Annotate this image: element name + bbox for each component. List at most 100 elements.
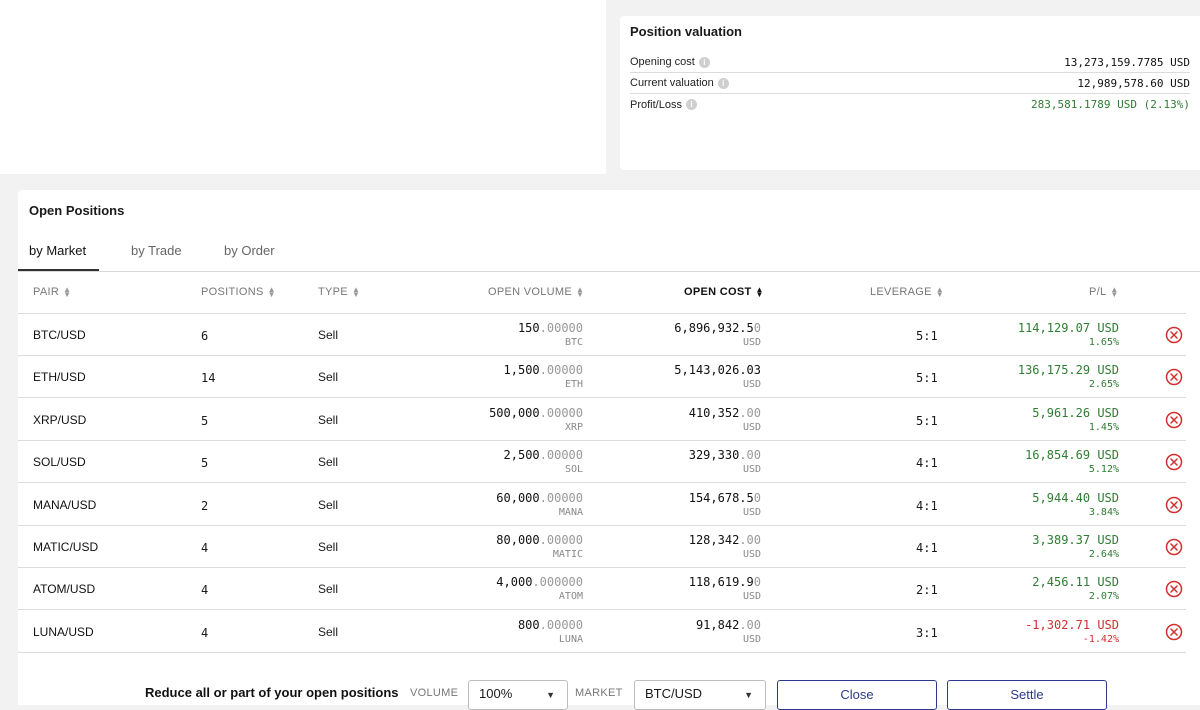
close-position-icon[interactable] bbox=[1165, 496, 1183, 514]
sort-icon: ▲ ▼ bbox=[576, 285, 585, 299]
positions-count-cell: 5 bbox=[201, 413, 209, 428]
info-icon[interactable]: i bbox=[717, 77, 729, 89]
open-cost-cell: 154,678.50 USD bbox=[689, 491, 761, 518]
sort-desc-icon: ▲ ▼ bbox=[755, 285, 764, 299]
type-cell: Sell bbox=[318, 455, 339, 470]
positions-count-cell: 2 bbox=[201, 498, 209, 513]
open-volume-cell: 4,000.000000 ATOM bbox=[496, 575, 583, 602]
pl-cell: 3,389.37 USD 2.64% bbox=[1032, 533, 1119, 560]
table-row: SOL/USD 5 Sell 2,500.00000 SOL 329,330.0… bbox=[18, 441, 1186, 484]
cost-integer: 329,330 bbox=[688, 448, 740, 463]
leverage-cell: 4:1 bbox=[916, 498, 938, 513]
cost-decimal: .00 bbox=[739, 448, 761, 463]
open-cost-cell: 5,143,026.03 USD bbox=[674, 363, 761, 390]
market-select[interactable]: BTC/USD ▼ bbox=[634, 680, 766, 710]
open-volume-cell: 60,000.00000 MANA bbox=[496, 491, 583, 518]
positions-count-cell: 6 bbox=[201, 329, 209, 343]
leverage-cell: 5:1 bbox=[916, 413, 938, 428]
close-position-icon[interactable] bbox=[1165, 453, 1183, 471]
tab-by-order[interactable]: by Order bbox=[224, 243, 275, 258]
type-cell: Sell bbox=[318, 582, 339, 597]
current-valuation-label: Current valuation bbox=[630, 77, 714, 89]
header-leverage[interactable]: LEVERAGE ▲ ▼ bbox=[870, 286, 944, 299]
pl-cell: 16,854.69 USD 5.12% bbox=[1025, 448, 1119, 475]
pl-percent: -1.42% bbox=[1082, 633, 1119, 645]
close-position-icon[interactable] bbox=[1165, 326, 1183, 344]
volume-unit: XRP bbox=[564, 421, 583, 433]
volume-integer: 800 bbox=[517, 617, 540, 632]
market-select-value: BTC/USD bbox=[645, 686, 703, 701]
cost-decimal: .00 bbox=[739, 617, 761, 632]
chevron-down-icon: ▼ bbox=[744, 690, 753, 700]
pair-cell: MATIC/USD bbox=[33, 540, 99, 554]
close-position-icon[interactable] bbox=[1165, 623, 1183, 641]
cost-integer: 410,352 bbox=[688, 405, 740, 420]
type-cell: Sell bbox=[318, 370, 339, 385]
header-pl[interactable]: P/L ▲ ▼ bbox=[1089, 286, 1119, 299]
header-open-volume[interactable]: OPEN VOLUME ▲ ▼ bbox=[488, 285, 585, 299]
cost-integer: 128,342 bbox=[688, 533, 740, 547]
close-position-icon[interactable] bbox=[1165, 538, 1183, 556]
cost-decimal: .00 bbox=[739, 405, 761, 420]
cost-unit: USD bbox=[742, 337, 761, 348]
volume-unit: ETH bbox=[564, 379, 583, 391]
settle-button[interactable]: Settle bbox=[947, 680, 1107, 710]
pl-cell: 5,961.26 USD 1.45% bbox=[1032, 406, 1119, 433]
pl-percent: 1.45% bbox=[1088, 421, 1119, 433]
pair-cell: SOL/USD bbox=[33, 455, 86, 470]
cost-decimal: .00 bbox=[739, 533, 761, 547]
cost-unit: USD bbox=[742, 464, 761, 476]
close-position-icon[interactable] bbox=[1165, 580, 1183, 598]
positions-count-cell: 4 bbox=[201, 583, 209, 598]
cost-decimal: 0 bbox=[753, 575, 761, 590]
open-volume-cell: 80,000.00000 MATIC bbox=[496, 533, 583, 560]
info-icon[interactable]: i bbox=[685, 99, 697, 110]
table-row: MANA/USD 2 Sell 60,000.00000 MANA 154,67… bbox=[18, 484, 1186, 526]
header-open-volume-label: OPEN VOLUME bbox=[488, 286, 572, 298]
cost-unit: USD bbox=[742, 549, 761, 560]
positions-count-cell: 4 bbox=[201, 541, 209, 555]
sort-icon: ▲ ▼ bbox=[63, 285, 72, 299]
volume-decimal: .00000 bbox=[539, 533, 583, 547]
pl-value: 5,961.26 USD bbox=[1032, 405, 1119, 420]
header-pair[interactable]: PAIR ▲ ▼ bbox=[33, 285, 72, 299]
header-open-cost[interactable]: OPEN COST ▲ ▼ bbox=[684, 285, 764, 299]
volume-decimal: .00000 bbox=[539, 448, 583, 463]
header-type[interactable]: TYPE ▲ ▼ bbox=[318, 286, 360, 299]
volume-unit: ATOM bbox=[558, 591, 583, 603]
close-position-icon[interactable] bbox=[1165, 368, 1183, 386]
current-valuation-value: 12,989,578.60 USD bbox=[1077, 76, 1190, 90]
open-volume-cell: 500,000.00000 XRP bbox=[489, 406, 583, 433]
volume-select[interactable]: 100% ▼ bbox=[468, 680, 568, 710]
opening-cost-value: 13,273,159.7785 USD bbox=[1064, 55, 1190, 69]
profit-loss-value: 283,581.1789 USD (2.13%) bbox=[1031, 98, 1190, 111]
valuation-title: Position valuation bbox=[630, 24, 742, 39]
cost-unit: USD bbox=[742, 633, 761, 645]
cost-unit: USD bbox=[742, 591, 761, 603]
cost-decimal: 0 bbox=[753, 321, 761, 335]
volume-unit: LUNA bbox=[558, 633, 583, 645]
open-cost-cell: 118,619.90 USD bbox=[689, 575, 761, 602]
close-position-icon[interactable] bbox=[1165, 411, 1183, 429]
header-positions[interactable]: POSITIONS ▲ ▼ bbox=[201, 286, 276, 299]
reduce-positions-text: Reduce all or part of your open position… bbox=[145, 685, 399, 700]
close-button[interactable]: Close bbox=[777, 680, 937, 710]
profit-loss-label: Profit/Loss bbox=[630, 98, 682, 111]
header-type-label: TYPE bbox=[318, 286, 348, 298]
leverage-cell: 3:1 bbox=[916, 625, 938, 640]
tab-by-trade[interactable]: by Trade bbox=[131, 243, 182, 258]
pl-value: 114,129.07 USD bbox=[1017, 321, 1119, 335]
volume-unit: MANA bbox=[558, 506, 583, 518]
pl-percent: 5.12% bbox=[1088, 464, 1119, 476]
positions-count-cell: 4 bbox=[201, 625, 209, 640]
table-row: ETH/USD 14 Sell 1,500.00000 ETH 5,143,02… bbox=[18, 356, 1186, 399]
pl-cell: -1,302.71 USD -1.42% bbox=[1025, 618, 1119, 645]
pl-cell: 5,944.40 USD 3.84% bbox=[1032, 491, 1119, 518]
open-volume-cell: 2,500.00000 SOL bbox=[504, 448, 583, 475]
pair-cell: XRP/USD bbox=[33, 412, 87, 427]
volume-integer: 60,000 bbox=[496, 490, 540, 505]
info-icon[interactable]: i bbox=[698, 56, 710, 68]
tab-by-market[interactable]: by Market bbox=[29, 243, 87, 258]
valuation-row-opening-cost: Opening cost i 13,273,159.7785 USD bbox=[630, 52, 1190, 73]
chevron-down-icon: ▼ bbox=[546, 690, 555, 700]
